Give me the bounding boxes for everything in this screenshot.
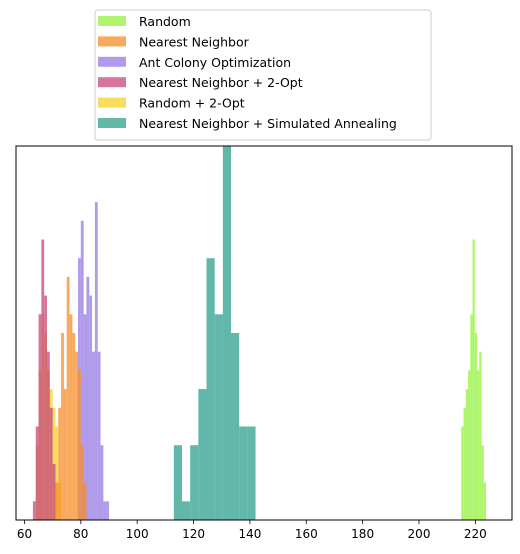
bar-random-4 — [470, 314, 473, 520]
bar-random-9 — [481, 445, 484, 520]
bar-nearest-neighbor-plus-simulated-annealing-8 — [239, 426, 248, 520]
legend-swatch-ant-colony-optimization — [98, 56, 126, 67]
bar-nearest-neighbor-plus-2-opt-2 — [38, 314, 42, 520]
bar-ant-colony-optimization-1 — [80, 220, 84, 521]
bar-ant-colony-optimization-2 — [83, 314, 87, 520]
bar-random-1 — [463, 407, 466, 520]
bar-nearest-neighbor-0 — [55, 482, 59, 520]
bar-nearest-neighbor-4 — [66, 276, 70, 520]
legend-label-nearest-neighbor-plus-simulated-annealing: Nearest Neighbor + Simulated Annealing — [139, 116, 397, 131]
x-tick-label-140: 140 — [238, 527, 261, 541]
series-random — [461, 239, 487, 520]
bar-nearest-neighbor-8 — [78, 370, 81, 520]
bar-random-10 — [483, 482, 487, 520]
bar-random-7 — [477, 370, 480, 520]
series-nearest-neighbor-plus-simulated-annealing — [173, 146, 256, 520]
bar-random-3 — [468, 370, 471, 520]
x-tick-label-200: 200 — [408, 527, 431, 541]
legend-frame — [94, 9, 432, 141]
x-axis: 60 80 100 120 140 160 180 200 220 — [17, 520, 487, 541]
bar-nearest-neighbor-plus-2-opt-5 — [47, 351, 50, 520]
bar-nearest-neighbor-3 — [63, 389, 67, 520]
bar-nearest-neighbor-plus-2-opt-7 — [52, 463, 56, 520]
bar-nearest-neighbor-plus-simulated-annealing-7 — [231, 333, 240, 520]
bar-ant-colony-optimization-6 — [94, 202, 98, 520]
bar-nearest-neighbor-5 — [69, 314, 73, 520]
bar-ant-colony-optimization-8 — [100, 445, 104, 520]
bar-nearest-neighbor-plus-simulated-annealing-4 — [206, 258, 215, 520]
x-tick-label-100: 100 — [126, 527, 149, 541]
legend: Random Nearest Neighbor Ant Colony Optimiz… — [94, 9, 432, 141]
legend-swatch-nearest-neighbor-plus-simulated-annealing — [98, 118, 126, 128]
x-tick-label-180: 180 — [351, 527, 374, 541]
bar-ant-colony-optimization-10 — [106, 501, 109, 520]
x-tick-label-220: 220 — [464, 527, 487, 541]
bar-nearest-neighbor-plus-simulated-annealing-2 — [190, 445, 199, 520]
bar-nearest-neighbor-plus-simulated-annealing-5 — [214, 314, 223, 520]
bar-nearest-neighbor-plus-2-opt-0 — [32, 501, 36, 520]
bar-random-plus-2-opt-7 — [55, 426, 59, 520]
bar-ant-colony-optimization-4 — [89, 295, 93, 520]
histogram-bars — [32, 146, 487, 521]
bar-nearest-neighbor-plus-2-opt-1 — [35, 426, 39, 520]
bar-ant-colony-optimization-5 — [92, 351, 95, 520]
legend-label-random-plus-2-opt: Random + 2-Opt — [139, 96, 245, 111]
plot-frame — [15, 145, 513, 521]
bar-random-0 — [461, 426, 464, 520]
x-tick-label-60: 60 — [17, 527, 32, 541]
bar-nearest-neighbor-2 — [61, 333, 64, 520]
series-nearest-neighbor — [55, 276, 87, 520]
bar-random-5 — [472, 239, 475, 520]
legend-swatch-nearest-neighbor — [98, 36, 126, 47]
bar-nearest-neighbor-plus-simulated-annealing-6 — [222, 146, 232, 520]
x-tick-label-80: 80 — [73, 527, 88, 541]
bar-ant-colony-optimization-7 — [97, 351, 101, 520]
bar-nearest-neighbor-plus-2-opt-6 — [49, 407, 53, 520]
bar-nearest-neighbor-6 — [72, 333, 76, 520]
bar-nearest-neighbor-1 — [58, 407, 62, 520]
legend-label-nearest-neighbor: Nearest Neighbor — [139, 34, 250, 49]
legend-swatch-random — [98, 16, 126, 26]
bar-random-8 — [479, 351, 482, 520]
legend-label-nearest-neighbor-plus-2-opt: Nearest Neighbor + 2-Opt — [139, 75, 303, 90]
bar-nearest-neighbor-plus-simulated-annealing-1 — [181, 501, 191, 520]
legend-label-ant-colony-optimization: Ant Colony Optimization — [139, 55, 291, 70]
bar-nearest-neighbor-plus-2-opt-3 — [41, 239, 45, 520]
legend-swatch-random-plus-2-opt — [98, 97, 126, 108]
bar-random-6 — [474, 333, 478, 520]
bar-ant-colony-optimization-9 — [103, 501, 107, 520]
x-tick-label-160: 160 — [295, 527, 318, 541]
legend-label-random: Random — [139, 14, 191, 29]
x-tick-label-120: 120 — [182, 527, 205, 541]
bar-nearest-neighbor-10 — [83, 482, 87, 520]
bar-nearest-neighbor-7 — [75, 351, 78, 520]
bar-nearest-neighbor-plus-simulated-annealing-0 — [173, 445, 182, 520]
bar-nearest-neighbor-plus-2-opt-4 — [44, 295, 47, 520]
legend-swatch-nearest-neighbor-plus-2-opt — [98, 77, 126, 88]
bar-random-2 — [465, 389, 469, 520]
series-nearest-neighbor-plus-2-opt — [32, 239, 56, 520]
bar-nearest-neighbor-plus-simulated-annealing-9 — [247, 426, 256, 520]
bar-nearest-neighbor-plus-simulated-annealing-3 — [198, 389, 207, 520]
bar-ant-colony-optimization-3 — [86, 276, 90, 520]
bar-nearest-neighbor-9 — [80, 445, 84, 520]
